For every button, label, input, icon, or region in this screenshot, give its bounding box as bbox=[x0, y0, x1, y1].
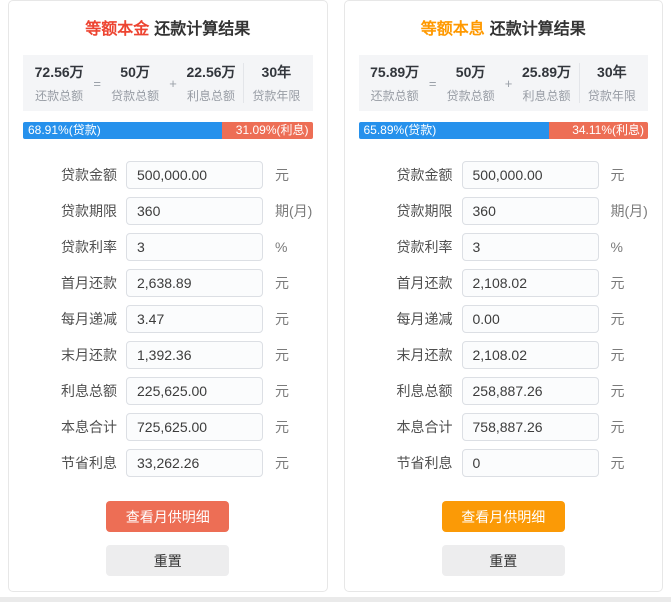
panel-title-suffix: 还款计算结果 bbox=[489, 21, 586, 38]
panel-title-method: 等额本息 bbox=[420, 21, 485, 38]
field-unit: 元 bbox=[610, 347, 625, 363]
interest-ratio-segment: 34.11%(利息) bbox=[549, 122, 648, 139]
last-month-payment-input[interactable] bbox=[126, 341, 263, 369]
summary-total-loan: 50万 贷款总额 bbox=[446, 64, 495, 103]
summary-divider bbox=[578, 63, 580, 103]
field-unit: 元 bbox=[275, 347, 289, 363]
panel-title-suffix: 还款计算结果 bbox=[154, 21, 251, 38]
total-interest-input[interactable] bbox=[461, 377, 599, 405]
loan-ratio-label: 68.91%(贷款) bbox=[28, 123, 101, 137]
field-unit: 元 bbox=[275, 455, 289, 471]
plus-sign: + bbox=[504, 75, 513, 91]
field-row: 贷款金额 元 bbox=[391, 161, 663, 189]
loan-term-input[interactable] bbox=[461, 197, 599, 225]
field-unit: % bbox=[610, 239, 623, 255]
plus-sign: + bbox=[169, 75, 177, 91]
summary-total-loan: 50万 贷款总额 bbox=[111, 64, 160, 103]
panel-equal-principal: 等额本金 还款计算结果 72.56万 还款总额 = 50万 贷款总额 + 22.5… bbox=[8, 0, 328, 592]
interest-ratio-label: 34.11%(利息) bbox=[572, 123, 644, 137]
loan-amount-input[interactable] bbox=[126, 161, 263, 189]
field-row: 贷款金额 元 bbox=[55, 161, 327, 189]
panel-title: 等额本金 还款计算结果 bbox=[9, 15, 327, 39]
interest-ratio-label: 31.09%(利息) bbox=[235, 123, 309, 137]
field-row: 每月递减 元 bbox=[391, 305, 663, 333]
summary-box: 75.89万 还款总额 = 50万 贷款总额 + 25.89万 利息总额 30年… bbox=[358, 55, 648, 111]
monthly-decrease-input[interactable] bbox=[126, 305, 263, 333]
summary-loan-years: 30年 贷款年限 bbox=[252, 64, 301, 103]
loan-ratio-segment: 68.91%(贷款) bbox=[23, 122, 223, 139]
field-row: 末月还款 元 bbox=[55, 341, 327, 369]
field-unit: 期(月) bbox=[610, 203, 648, 219]
interest-ratio-segment: 31.09%(利息) bbox=[222, 122, 313, 139]
summary-box: 72.56万 还款总额 = 50万 贷款总额 + 22.56万 利息总额 30年… bbox=[23, 55, 313, 111]
first-month-payment-input[interactable] bbox=[461, 269, 599, 297]
first-month-payment-input[interactable] bbox=[126, 269, 263, 297]
field-row: 贷款期限 期(月) bbox=[55, 197, 327, 225]
total-interest-input[interactable] bbox=[126, 377, 263, 405]
field-unit: 元 bbox=[275, 311, 289, 327]
loan-amount-input[interactable] bbox=[461, 161, 599, 189]
field-row: 节省利息 元 bbox=[55, 449, 327, 477]
field-unit: 元 bbox=[610, 383, 625, 399]
saved-interest-input[interactable] bbox=[461, 449, 599, 477]
field-unit: % bbox=[275, 239, 288, 255]
reset-button[interactable]: 重置 bbox=[441, 545, 565, 576]
fields-list: 贷款金额 元 贷款期限 期(月) 贷款利率 % 首月还款 元 每月递减 bbox=[9, 161, 327, 477]
summary-total-repayment: 72.56万 还款总额 bbox=[34, 64, 84, 103]
loan-ratio-segment: 65.89%(贷款) bbox=[358, 122, 550, 139]
loan-interest-ratio-bar: 65.89%(贷款) 34.11%(利息) bbox=[358, 122, 648, 139]
field-row: 贷款利率 % bbox=[55, 233, 327, 261]
principal-plus-interest-input[interactable] bbox=[126, 413, 263, 441]
saved-interest-input[interactable] bbox=[126, 449, 263, 477]
view-monthly-detail-button[interactable]: 查看月供明细 bbox=[106, 501, 230, 532]
summary-divider bbox=[243, 63, 245, 103]
fields-list: 贷款金额 元 贷款期限 期(月) 贷款利率 % 首月还款 元 每月递减 bbox=[345, 161, 663, 477]
loan-ratio-label: 65.89%(贷款) bbox=[363, 123, 437, 137]
actions: 查看月供明细 重置 bbox=[9, 501, 327, 576]
field-row: 贷款利率 % bbox=[391, 233, 663, 261]
page-bottom-divider bbox=[0, 597, 671, 602]
field-row: 首月还款 元 bbox=[391, 269, 663, 297]
field-unit: 元 bbox=[610, 275, 625, 291]
field-row: 利息总额 元 bbox=[391, 377, 663, 405]
field-row: 末月还款 元 bbox=[391, 341, 663, 369]
field-row: 贷款期限 期(月) bbox=[391, 197, 663, 225]
summary-loan-years: 30年 贷款年限 bbox=[587, 64, 636, 103]
interest-rate-input[interactable] bbox=[461, 233, 599, 261]
field-row: 每月递减 元 bbox=[55, 305, 327, 333]
principal-plus-interest-input[interactable] bbox=[461, 413, 599, 441]
field-unit: 元 bbox=[610, 311, 625, 327]
interest-rate-input[interactable] bbox=[126, 233, 263, 261]
summary-total-interest: 25.89万 利息总额 bbox=[521, 64, 572, 103]
reset-button[interactable]: 重置 bbox=[106, 545, 230, 576]
field-unit: 元 bbox=[610, 419, 625, 435]
actions: 查看月供明细 重置 bbox=[345, 501, 663, 576]
summary-total-interest: 22.56万 利息总额 bbox=[186, 64, 236, 103]
panel-equal-installment: 等额本息 还款计算结果 75.89万 还款总额 = 50万 贷款总额 + 25.8… bbox=[343, 0, 663, 592]
field-unit: 元 bbox=[610, 455, 625, 471]
field-row: 首月还款 元 bbox=[55, 269, 327, 297]
field-unit: 元 bbox=[275, 275, 289, 291]
field-row: 节省利息 元 bbox=[391, 449, 663, 477]
field-unit: 元 bbox=[275, 167, 289, 183]
field-unit: 元 bbox=[275, 383, 289, 399]
field-unit: 期(月) bbox=[275, 203, 313, 219]
view-monthly-detail-button[interactable]: 查看月供明细 bbox=[441, 501, 565, 532]
field-unit: 元 bbox=[275, 419, 289, 435]
loan-term-input[interactable] bbox=[126, 197, 263, 225]
panel-title: 等额本息 还款计算结果 bbox=[345, 15, 663, 39]
equals-sign: = bbox=[428, 75, 437, 91]
equals-sign: = bbox=[93, 75, 101, 91]
loan-interest-ratio-bar: 68.91%(贷款) 31.09%(利息) bbox=[23, 122, 313, 139]
summary-total-repayment: 75.89万 还款总额 bbox=[370, 64, 420, 103]
field-row: 本息合计 元 bbox=[55, 413, 327, 441]
field-row: 本息合计 元 bbox=[391, 413, 663, 441]
last-month-payment-input[interactable] bbox=[461, 341, 599, 369]
monthly-decrease-input[interactable] bbox=[461, 305, 599, 333]
field-unit: 元 bbox=[610, 167, 625, 183]
field-row: 利息总额 元 bbox=[55, 377, 327, 405]
panel-title-method: 等额本金 bbox=[85, 21, 150, 38]
